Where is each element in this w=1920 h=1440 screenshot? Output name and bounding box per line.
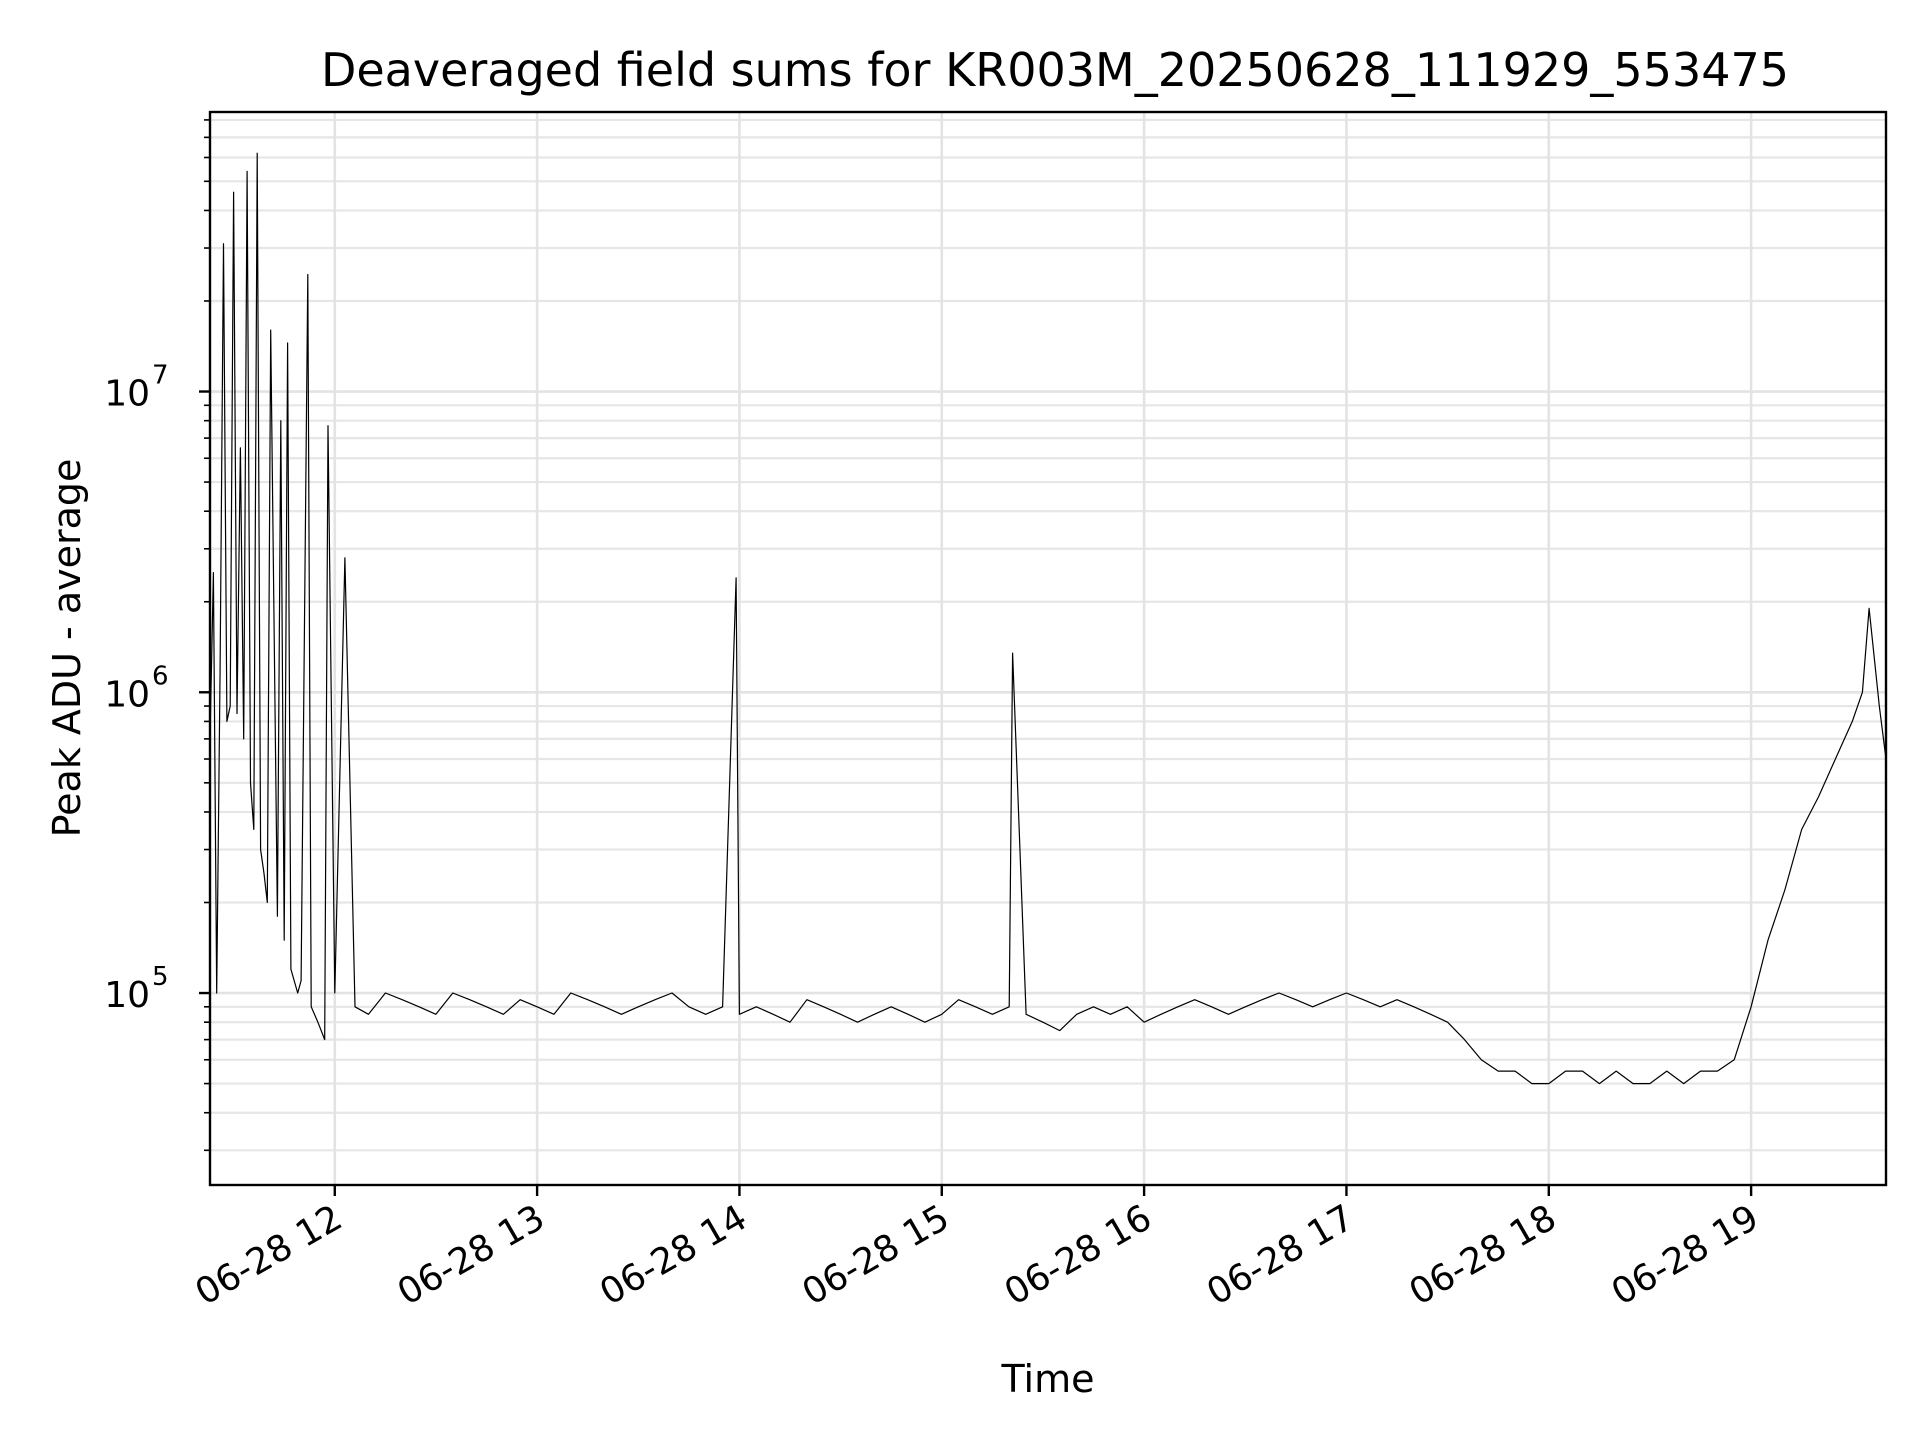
y-tick-label: 10 bbox=[104, 674, 150, 715]
axes-frame bbox=[208, 110, 1888, 1187]
chart-title: Deaveraged field sums for KR003M_2025062… bbox=[321, 43, 1789, 97]
x-axis-label: Time bbox=[1001, 1357, 1095, 1401]
x-tick-label: 06-28 19 bbox=[1605, 1197, 1766, 1313]
y-axis-label: Peak ADU - average bbox=[45, 459, 89, 838]
series-line-0 bbox=[209, 152, 1887, 1085]
y-tick-label: 10 bbox=[104, 374, 150, 415]
x-tick-label: 06-28 12 bbox=[189, 1197, 350, 1313]
x-tick-label: 06-28 18 bbox=[1403, 1197, 1564, 1313]
y-tick-exponent: 6 bbox=[152, 661, 169, 691]
x-tick-label: 06-28 13 bbox=[391, 1197, 552, 1313]
y-tick-exponent: 5 bbox=[152, 962, 169, 992]
x-tick-label: 06-28 17 bbox=[1200, 1197, 1361, 1313]
x-tick-label: 06-28 14 bbox=[593, 1197, 754, 1313]
x-axis: 06-28 12 06-28 13 06-28 14 06-28 15 06-28 16… bbox=[189, 1185, 1766, 1314]
y-tick-exponent: 7 bbox=[152, 361, 169, 391]
plot-area bbox=[209, 152, 1887, 1085]
y-tick-label: 10 bbox=[104, 975, 150, 1016]
grid bbox=[210, 112, 1886, 1185]
x-tick-label: 06-28 15 bbox=[796, 1197, 957, 1313]
x-tick-label: 06-28 16 bbox=[998, 1197, 1159, 1313]
